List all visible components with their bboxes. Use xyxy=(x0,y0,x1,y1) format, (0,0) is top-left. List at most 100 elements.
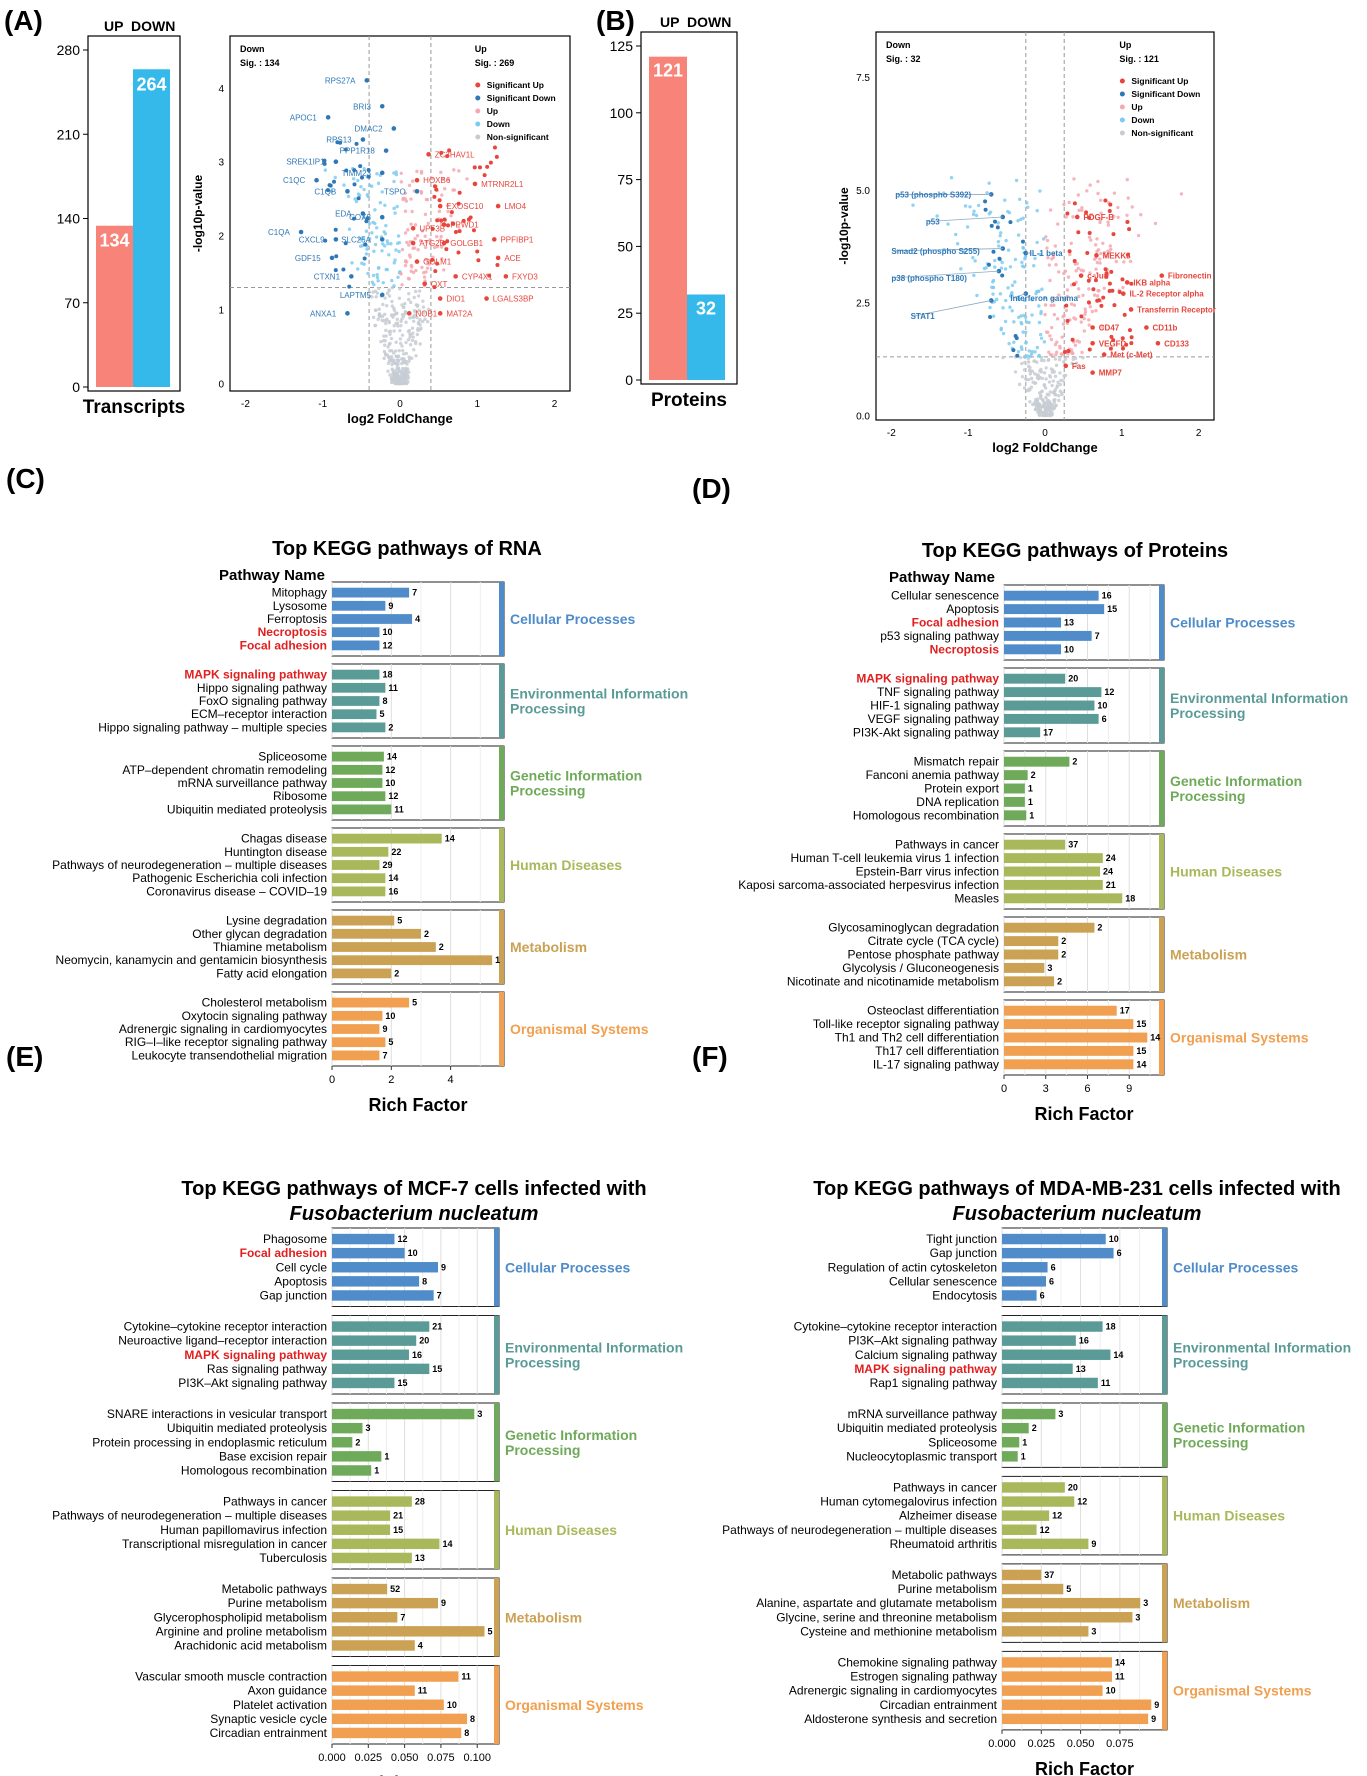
data-point xyxy=(1071,351,1075,356)
data-point xyxy=(1088,183,1092,187)
y-tick-label: 210 xyxy=(57,126,81,142)
x-tick-label: -2 xyxy=(887,428,896,439)
bar xyxy=(332,709,377,720)
data-point xyxy=(396,324,400,328)
data-point xyxy=(1039,311,1043,316)
sig-up-point xyxy=(1107,209,1112,214)
data-point xyxy=(382,343,387,347)
data-point xyxy=(445,204,450,208)
data-point xyxy=(1061,360,1066,364)
data-point xyxy=(1093,243,1098,247)
sig-down-point xyxy=(354,141,359,146)
data-point xyxy=(955,242,960,246)
sig-up-point xyxy=(1065,318,1070,323)
point-label: IKB alpha xyxy=(1133,278,1170,287)
sig-up-point xyxy=(1108,346,1113,351)
data-point xyxy=(394,321,398,325)
data-point xyxy=(385,267,390,272)
sig-down-point xyxy=(314,177,319,183)
data-point xyxy=(1006,209,1010,214)
data-point xyxy=(395,204,399,209)
data-point xyxy=(382,334,386,338)
data-point xyxy=(987,212,991,216)
data-point xyxy=(388,341,392,346)
data-point xyxy=(1027,349,1031,353)
gene-count-label: 15 xyxy=(432,1364,442,1374)
bar xyxy=(332,778,383,788)
bar xyxy=(332,1538,440,1550)
category-strip xyxy=(1159,917,1164,992)
data-point xyxy=(1077,294,1081,299)
data-point xyxy=(1072,177,1076,181)
data-point xyxy=(1003,319,1008,324)
sig-up-point xyxy=(439,150,444,155)
data-point xyxy=(1051,391,1055,395)
data-point xyxy=(1098,257,1102,261)
point-label: DIO1 xyxy=(446,295,465,304)
sig-up-point xyxy=(433,269,438,274)
pathway-label: Oxytocin signaling pathway xyxy=(182,1009,327,1023)
sig-down-point xyxy=(345,311,350,316)
data-point xyxy=(390,357,394,362)
bar xyxy=(332,968,392,979)
group-metabolism: Metabolic pathways 37 Purine metabolism 5 Al… xyxy=(756,1563,1168,1643)
data-point xyxy=(985,191,989,195)
data-point xyxy=(1096,179,1100,184)
data-point xyxy=(356,267,360,271)
data-point xyxy=(1046,358,1051,362)
data-point xyxy=(1026,364,1031,368)
category-strip xyxy=(1162,1315,1167,1394)
data-point xyxy=(1035,397,1040,401)
data-point xyxy=(1004,298,1008,303)
data-point xyxy=(342,183,346,187)
bar xyxy=(332,791,386,802)
bar xyxy=(1002,1569,1042,1581)
data-point xyxy=(1053,397,1057,402)
sig-up-point xyxy=(449,210,454,215)
gene-count-label: 20 xyxy=(1068,1482,1078,1492)
data-point xyxy=(384,304,389,308)
sig-down-point xyxy=(325,188,330,193)
data-point xyxy=(946,222,950,226)
data-point xyxy=(378,201,383,205)
data-point xyxy=(387,320,392,325)
data-point xyxy=(388,373,392,377)
bar-value-label: 32 xyxy=(696,298,716,318)
bar xyxy=(332,1010,383,1021)
gene-count-label: 11 xyxy=(388,683,398,693)
data-point xyxy=(424,257,428,262)
data-point xyxy=(962,250,966,254)
data-point xyxy=(395,241,400,245)
data-point xyxy=(442,268,446,272)
gene-count-label: 29 xyxy=(382,860,392,870)
pathway-label: Vascular smooth muscle contraction xyxy=(135,1670,327,1684)
data-point xyxy=(1056,380,1060,385)
data-point xyxy=(1046,256,1050,260)
pathway-label: Lysosome xyxy=(273,599,328,613)
data-point xyxy=(972,209,976,213)
panel-label: (B) xyxy=(596,5,635,36)
legend-swatch xyxy=(1119,104,1125,110)
data-point xyxy=(390,380,394,384)
sig-up-point xyxy=(1101,295,1106,300)
bar-value-label: 121 xyxy=(653,61,683,81)
sig-up-point xyxy=(485,164,490,169)
group-environmental: Cytokine–cytokine receptor interaction 21… xyxy=(118,1315,500,1395)
pathway-label: Rheumatoid arthritis xyxy=(890,1537,997,1551)
data-point xyxy=(406,338,411,342)
bar xyxy=(332,1050,380,1061)
data-point xyxy=(400,377,404,381)
sig-up-point xyxy=(494,154,499,159)
y-tick-label: 25 xyxy=(617,305,633,321)
pathway-label: SNARE interactions in vesicular transpor… xyxy=(107,1407,328,1421)
pathway-label: Cell cycle xyxy=(276,1260,328,1274)
data-point xyxy=(1045,246,1049,250)
data-point xyxy=(395,317,399,322)
bar xyxy=(1004,922,1095,933)
sig-up-point xyxy=(432,194,437,199)
category-name: Metabolism xyxy=(510,939,587,955)
data-point xyxy=(1000,260,1004,265)
bar xyxy=(1004,936,1059,947)
point-label: SREK1IP1 xyxy=(286,158,325,167)
pathway-label: Alanine, aspartate and glutamate metabol… xyxy=(756,1596,997,1610)
